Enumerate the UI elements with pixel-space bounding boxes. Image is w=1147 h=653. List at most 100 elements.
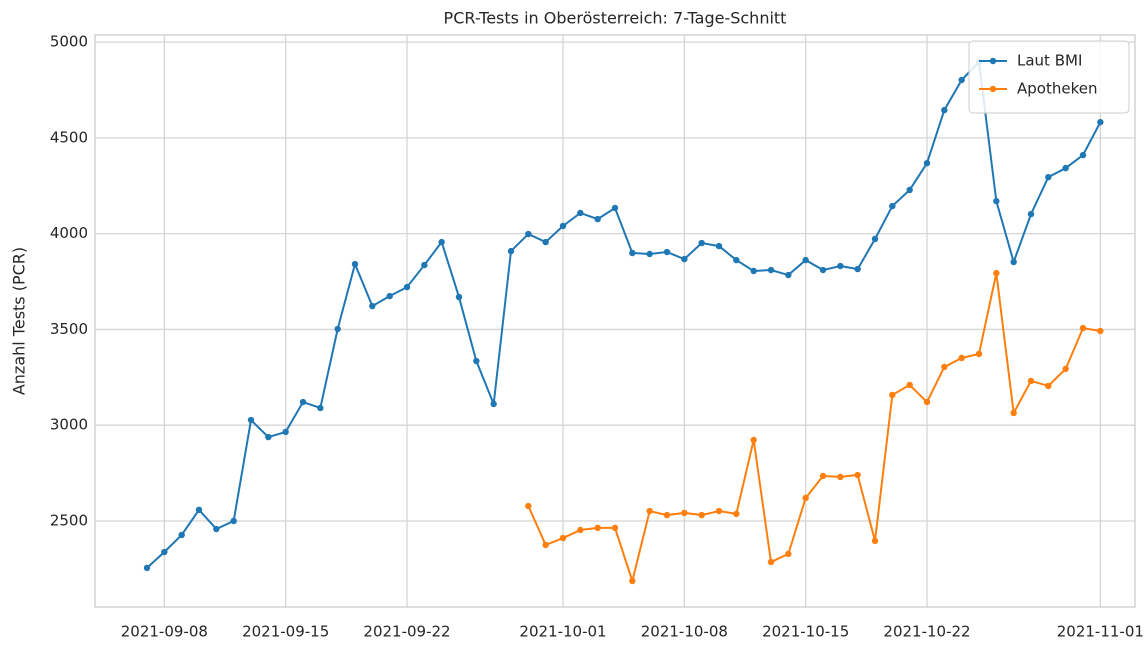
data-point <box>178 531 185 539</box>
data-point <box>195 506 203 514</box>
y-tick-label: 4000 <box>50 224 88 242</box>
data-point <box>923 398 931 406</box>
data-point <box>681 255 688 263</box>
data-point <box>542 238 549 246</box>
data-point <box>143 564 151 572</box>
data-point <box>906 186 913 194</box>
data-point <box>1062 365 1069 373</box>
data-point <box>871 235 879 243</box>
data-point <box>525 230 532 238</box>
data-point <box>889 391 896 399</box>
chart-title: PCR-Tests in Oberösterreich: 7-Tage-Schn… <box>444 9 787 28</box>
data-point <box>438 238 445 246</box>
data-point <box>698 239 705 247</box>
data-point <box>455 293 463 301</box>
data-point <box>767 266 775 274</box>
data-point <box>958 354 965 362</box>
legend-marker <box>989 57 997 65</box>
data-point <box>611 524 619 532</box>
data-point <box>265 433 272 441</box>
data-point <box>941 106 948 114</box>
y-axis-label: Anzahl Tests (PCR) <box>10 247 29 395</box>
y-tick-label: 5000 <box>50 33 88 51</box>
data-point <box>923 159 931 167</box>
data-point <box>698 511 705 519</box>
data-point <box>577 209 584 217</box>
legend-label: Laut BMI <box>1017 52 1082 70</box>
data-point <box>629 577 636 585</box>
x-tick-label: 2021-10-15 <box>762 623 849 641</box>
legend-box <box>968 40 1130 114</box>
data-point <box>1079 324 1087 332</box>
data-point <box>906 381 913 389</box>
data-point <box>594 215 601 223</box>
data-point <box>785 550 792 558</box>
data-point <box>1097 327 1104 335</box>
data-point <box>421 261 428 269</box>
y-tick-label: 2500 <box>50 511 88 529</box>
data-point <box>646 250 653 258</box>
data-point <box>941 363 948 371</box>
data-point <box>715 507 723 515</box>
data-point <box>646 507 653 515</box>
data-point <box>1010 409 1017 417</box>
data-point <box>733 510 740 518</box>
data-point <box>161 548 168 556</box>
data-point <box>629 249 636 257</box>
data-point <box>767 558 775 566</box>
data-point <box>299 398 307 406</box>
data-point <box>837 262 844 270</box>
y-tick-label: 4500 <box>50 128 88 146</box>
series-line <box>527 272 1101 585</box>
data-point <box>507 247 515 255</box>
x-tick-label: 2021-11-01 <box>1057 623 1144 641</box>
x-tick-label: 2021-09-15 <box>242 623 329 641</box>
data-point <box>317 404 324 412</box>
data-point <box>1027 210 1035 218</box>
data-point <box>975 350 983 358</box>
data-point <box>854 265 861 273</box>
data-point <box>889 202 896 210</box>
data-point <box>681 509 688 517</box>
data-point <box>213 525 220 533</box>
data-point <box>594 524 601 532</box>
data-point <box>386 292 393 300</box>
y-tick-label: 3000 <box>50 416 88 434</box>
data-point <box>1097 118 1104 126</box>
x-tick-label: 2021-09-08 <box>121 623 208 641</box>
data-point <box>958 76 965 84</box>
data-point <box>559 222 567 230</box>
data-point <box>837 473 844 481</box>
data-point <box>1062 164 1069 172</box>
data-point <box>490 400 497 408</box>
data-point <box>785 271 792 279</box>
data-point <box>715 242 723 250</box>
data-point <box>525 502 532 510</box>
y-tick-label: 3500 <box>50 320 88 338</box>
data-point <box>351 260 359 268</box>
data-point <box>247 416 255 424</box>
legend-label: Apotheken <box>1017 80 1097 98</box>
data-point <box>1010 258 1017 266</box>
data-point <box>733 256 740 264</box>
x-tick-label: 2021-10-22 <box>883 623 970 641</box>
plot-frame <box>94 34 1136 608</box>
data-point <box>854 471 861 479</box>
data-point <box>993 197 1000 205</box>
data-point <box>802 494 809 502</box>
legend-marker <box>989 85 997 93</box>
data-point <box>663 511 671 519</box>
data-point <box>282 428 289 436</box>
data-point <box>230 517 237 525</box>
x-tick-label: 2021-09-22 <box>363 623 450 641</box>
data-point <box>559 534 567 542</box>
data-point <box>1027 377 1035 385</box>
data-point <box>369 302 376 310</box>
data-point <box>611 204 619 212</box>
data-point <box>1079 151 1087 159</box>
data-point <box>802 256 809 264</box>
data-point <box>1045 173 1052 181</box>
data-point <box>334 325 341 333</box>
data-point <box>993 269 1000 277</box>
